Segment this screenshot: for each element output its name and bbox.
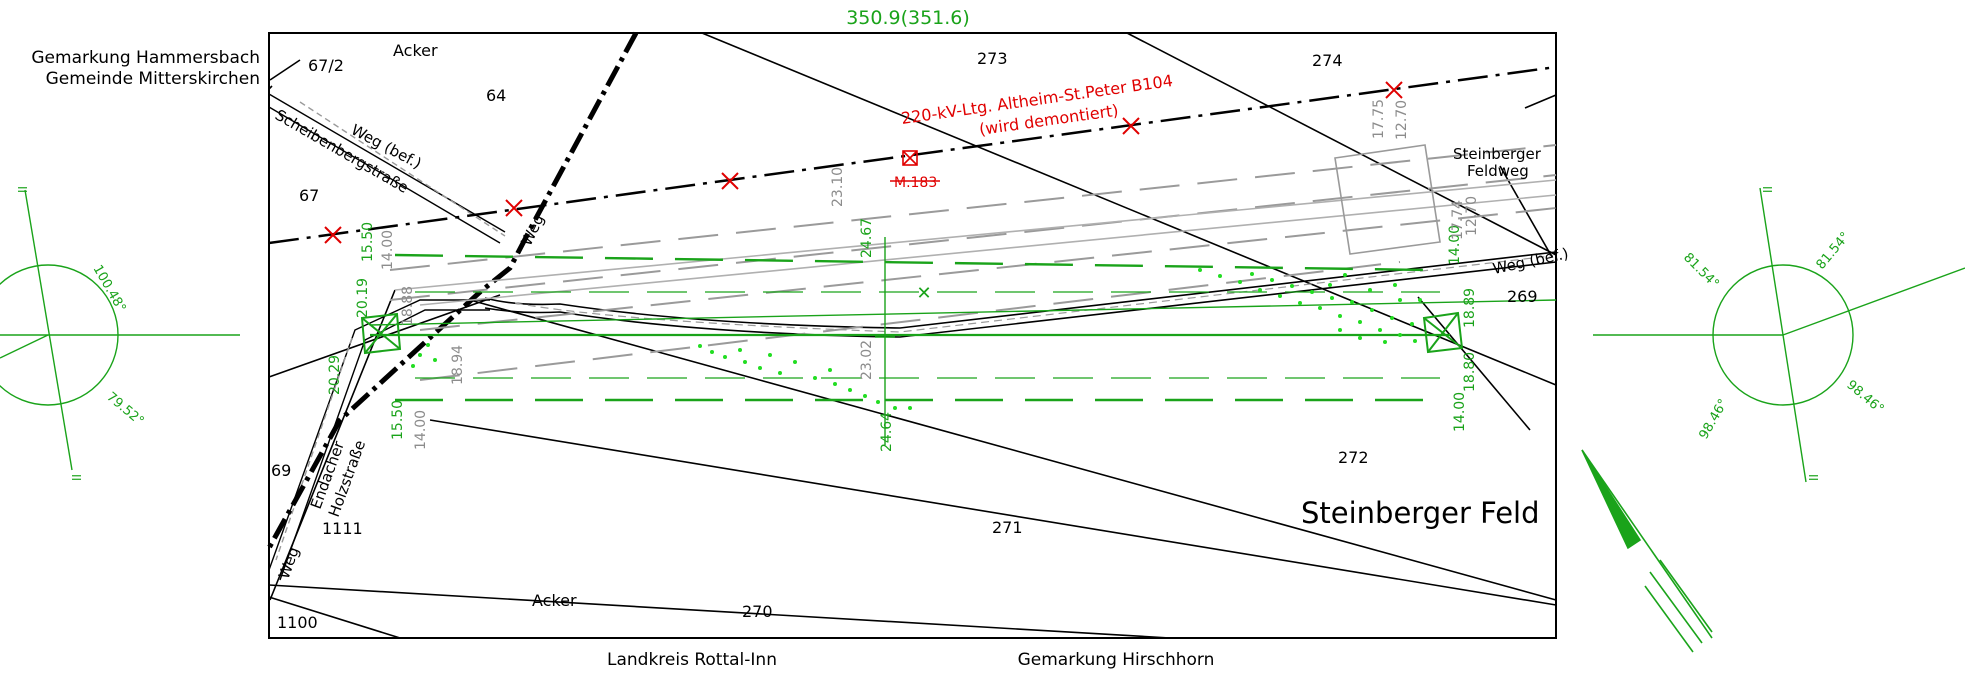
- station-label: 350.9(351.6): [846, 7, 970, 29]
- mast-new-east: [1422, 311, 1464, 354]
- parcel-272: 272: [1338, 448, 1369, 467]
- parcel-labels: 67/2 Acker 64 67 273 274 269 272 271 270…: [271, 41, 1538, 632]
- vegetation-west: [411, 343, 912, 410]
- svg-text:17.74: 17.74: [1450, 200, 1466, 240]
- protection-corridor-grey-solid: [394, 179, 1557, 306]
- road-scheibenberg: [268, 93, 506, 244]
- road-steinberger-2: Feldweg: [1467, 162, 1529, 180]
- svg-text:23.10: 23.10: [830, 167, 846, 207]
- right-section-2: II: [1806, 474, 1820, 481]
- landkreis-label: Landkreis Rottal-Inn: [607, 650, 777, 670]
- left-section-2: II: [69, 474, 83, 481]
- parcel-270: 270: [742, 602, 773, 621]
- dimension-labels-green: 15.50 20.19 20.29 15.50 24.67 24.64 14.0…: [327, 218, 1468, 452]
- centre-marker: ✕: [916, 283, 931, 304]
- svg-text:14.00: 14.00: [1452, 392, 1468, 432]
- svg-text:18.94: 18.94: [450, 345, 466, 385]
- svg-text:23.02: 23.02: [859, 340, 875, 380]
- road-weg-mid: Weg: [517, 211, 548, 248]
- dimension-labels-grey: 14.00 18.88 18.94 14.00 23.10 23.02 17.7…: [380, 99, 1480, 450]
- road-steinberger-1: Steinberger: [1453, 145, 1542, 163]
- svg-text:20.19: 20.19: [355, 278, 371, 318]
- parcel-271: 271: [992, 518, 1023, 537]
- parcel-1111: 1111: [322, 519, 363, 538]
- right-angle-2: 81.54°: [1814, 229, 1854, 272]
- svg-text:24.64: 24.64: [879, 412, 895, 452]
- parcel-acker-bottom: Acker: [532, 591, 577, 610]
- svg-text:12.70: 12.70: [1464, 196, 1480, 236]
- parcel-67-2: 67/2: [308, 56, 344, 75]
- right-angle-4: 98.46°: [1843, 378, 1886, 418]
- powerline-old: [268, 65, 1557, 245]
- map-frame: [268, 32, 1557, 639]
- parcel-269: 269: [1507, 287, 1538, 306]
- svg-text:14.00: 14.00: [380, 230, 396, 270]
- angle-diagram-right: [1593, 187, 1965, 483]
- svg-text:20.29: 20.29: [327, 355, 343, 395]
- parcel-acker-top: Acker: [393, 41, 438, 60]
- parcel-64: 64: [486, 86, 506, 105]
- left-angle-1: 100.48°: [90, 263, 129, 316]
- right-angle-3: 98.46°: [1696, 397, 1731, 442]
- angle-diagram-left: [0, 189, 240, 471]
- old-mast-area: [1334, 144, 1441, 255]
- gemarkung-hammersbach: Gemarkung Hammersbach: [31, 48, 260, 68]
- svg-text:15.50: 15.50: [390, 400, 406, 440]
- road-endacher: [268, 299, 490, 581]
- powerline-new: [369, 237, 1557, 445]
- svg-text:14.00: 14.00: [413, 410, 429, 450]
- mast-new-west: [360, 312, 402, 355]
- protection-corridor-old: [389, 144, 1557, 381]
- left-section-1: II: [15, 186, 29, 193]
- right-section-1: II: [1760, 186, 1774, 193]
- parcel-274: 274: [1312, 51, 1343, 70]
- svg-text:17.75: 17.75: [1371, 99, 1387, 139]
- mast-old-marker: [890, 150, 940, 182]
- svg-text:12.70: 12.70: [1394, 100, 1410, 140]
- right-angle-1: 81.54°: [1680, 250, 1722, 292]
- gemarkung-hirschhorn: Gemarkung Hirschhorn: [1018, 650, 1215, 670]
- gemeinde-mitterskirchen: Gemeinde Mitterskirchen: [46, 69, 260, 89]
- powerline-markers: [324, 81, 1403, 244]
- svg-text:18.80: 18.80: [1462, 352, 1478, 392]
- svg-text:14.00: 14.00: [1447, 225, 1463, 265]
- left-angle-2: 79.52°: [103, 390, 146, 430]
- road-weg-bef-right: Weg (bef.): [1491, 244, 1570, 278]
- svg-text:18.88: 18.88: [400, 286, 416, 326]
- svg-text:15.50: 15.50: [360, 222, 376, 262]
- north-arrow-icon: [1581, 449, 1713, 653]
- svg-text:18.89: 18.89: [1462, 288, 1478, 328]
- vegetation-east: [1198, 268, 1422, 344]
- parcel-1100: 1100: [277, 613, 318, 632]
- parcel-273: 273: [977, 49, 1008, 68]
- mast-label: M.183: [894, 175, 937, 191]
- parcel-67: 67: [299, 186, 319, 205]
- area-name: Steinberger Feld: [1301, 496, 1540, 530]
- parcel-69: 69: [271, 461, 291, 480]
- svg-text:24.67: 24.67: [859, 218, 875, 258]
